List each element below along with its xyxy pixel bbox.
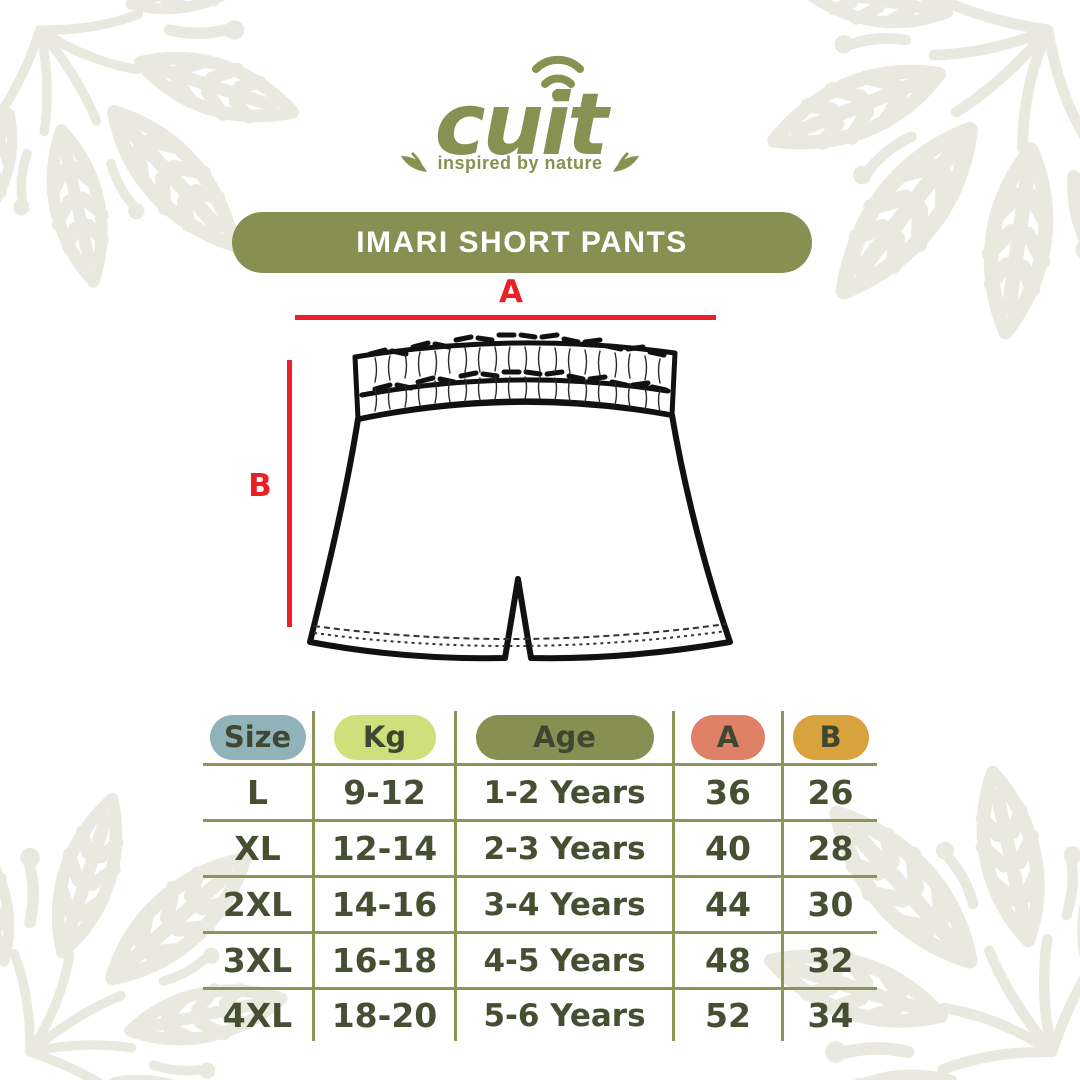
table-cell: 32 [781, 931, 877, 987]
height-measure-line [287, 360, 292, 627]
header-cell-b: B [781, 711, 877, 763]
table-cell: 30 [781, 875, 877, 931]
width-measure-label: A [499, 274, 523, 310]
table-cell: 36 [672, 763, 781, 819]
table-cell: 26 [781, 763, 877, 819]
header-cell-age: Age [454, 711, 672, 763]
table-cell: 40 [672, 819, 781, 875]
table-cell: 14-16 [312, 875, 454, 931]
table-cell: 9-12 [312, 763, 454, 819]
logo-text: cuit [435, 75, 612, 175]
table-cell: 18-20 [312, 987, 454, 1041]
table-cell: 16-18 [312, 931, 454, 987]
kg-column-pill: Kg [333, 714, 436, 760]
size-column-pill: Size [209, 714, 306, 760]
age-column-pill: Age [475, 714, 654, 760]
table-cell: 48 [672, 931, 781, 987]
table-cell: 3-4 Years [454, 875, 672, 931]
table-cell: L [203, 763, 312, 819]
leaf-left-icon [401, 152, 428, 172]
height-measure-label: B [248, 468, 272, 504]
leaf-right-icon [612, 152, 639, 172]
title-banner: IMARI SHORT PANTS [232, 212, 812, 273]
table-cell: 5-6 Years [454, 987, 672, 1041]
wifi-dot [552, 89, 564, 101]
header-cell-kg: Kg [312, 711, 454, 763]
table-cell: 52 [672, 987, 781, 1041]
wifi-signal-icon [532, 55, 584, 88]
table-cell: 3XL [203, 931, 312, 987]
table-cell: 4-5 Years [454, 931, 672, 987]
table-cell: 28 [781, 819, 877, 875]
size-chart-table: Size Kg Age A B L 9-12 1-2 Years 36 26 X… [203, 711, 877, 1041]
brand-logo: cuit [435, 55, 614, 175]
table-cell: 12-14 [312, 819, 454, 875]
table-cell: 4XL [203, 987, 312, 1041]
table-cell: 1-2 Years [454, 763, 672, 819]
width-measure-line [295, 315, 716, 320]
hem-stitch-line [313, 623, 727, 641]
table-cell: 2-3 Years [454, 819, 672, 875]
table-cell: XL [203, 819, 312, 875]
brand-tagline-row: inspired by nature [340, 152, 700, 174]
shorts-body [307, 398, 733, 662]
header-cell-a: A [672, 711, 781, 763]
table-cell: 2XL [203, 875, 312, 931]
a-column-pill: A [691, 714, 765, 760]
gather-scribbles [374, 346, 661, 413]
header-cell-size: Size [203, 711, 312, 763]
brand-tagline: inspired by nature [437, 152, 603, 173]
table-cell: 44 [672, 875, 781, 931]
shorts-illustration [307, 332, 733, 662]
table-cell: 34 [781, 987, 877, 1041]
b-column-pill: B [792, 714, 869, 760]
product-title: IMARI SHORT PANTS [356, 225, 688, 259]
